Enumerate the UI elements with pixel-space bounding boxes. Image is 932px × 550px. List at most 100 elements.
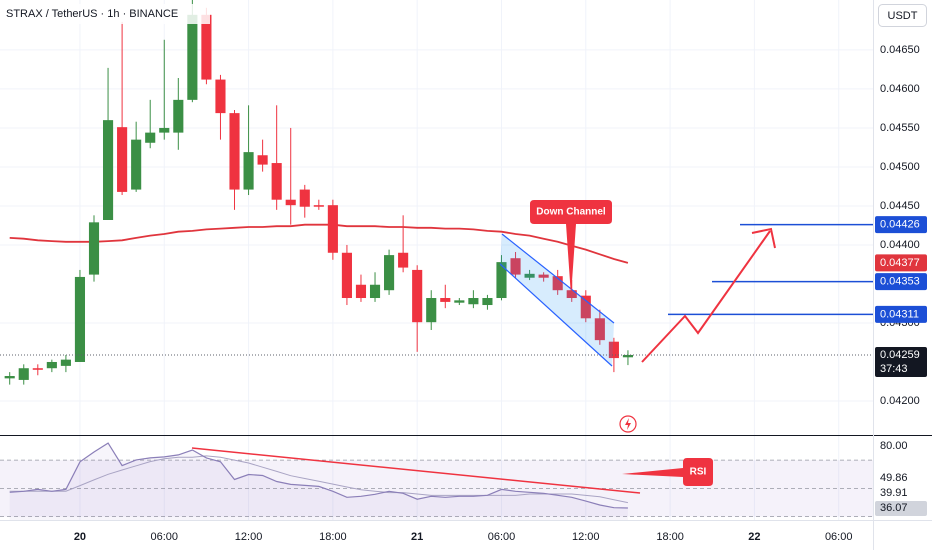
- callout-text: RSI: [690, 467, 707, 478]
- candle-body: [88, 222, 100, 275]
- candle-body: [482, 298, 493, 306]
- level-tag: 0.04311: [880, 308, 919, 320]
- currency-label: USDT: [888, 10, 918, 22]
- x-tick-label: 21: [411, 531, 423, 543]
- candle-body: [566, 290, 577, 299]
- projection-path: [641, 230, 771, 363]
- candle-body: [454, 300, 465, 303]
- x-tick-label: 20: [74, 531, 86, 543]
- candle-body: [496, 262, 507, 299]
- ma-layer: [9, 223, 629, 264]
- y-tick-label: 0.04450: [880, 200, 920, 212]
- chart-title: STRAX / TetherUS · 1h · BINANCE: [6, 8, 178, 20]
- x-tick-label: 06:00: [825, 531, 853, 543]
- y-tick-label: 0.04400: [880, 239, 920, 251]
- level-tag: 0.04353: [880, 276, 920, 288]
- last-price-box: [875, 346, 927, 377]
- callout-text: Down Channel: [536, 207, 606, 218]
- candle-body: [60, 359, 71, 366]
- candle-body: [384, 255, 395, 291]
- candle-body: [173, 99, 184, 133]
- candle-body: [285, 199, 296, 206]
- channel-lower: [499, 263, 613, 367]
- candle-body: [299, 189, 310, 207]
- candle-body: [18, 368, 29, 380]
- x-tick-label: 12:00: [572, 531, 600, 543]
- candle-body: [580, 295, 591, 319]
- level-tag: 0.04426: [880, 219, 920, 231]
- candle-body: [355, 284, 367, 299]
- level-tag-box: [875, 305, 927, 323]
- candle-body: [538, 274, 549, 278]
- levels-layer: [0, 223, 873, 356]
- x-tick-label: 06:00: [488, 531, 516, 543]
- candle-body: [622, 354, 634, 358]
- rsi-layer: [0, 442, 873, 520]
- candle-body: [398, 252, 409, 268]
- rsi-basis-tag-box: [875, 471, 927, 487]
- y-tick-label: 0.04600: [880, 83, 920, 95]
- rsi-ma-tag: 39.91: [880, 487, 908, 499]
- event-icon-bolt: [625, 418, 631, 430]
- candle-body: [4, 376, 15, 379]
- candle-body: [468, 298, 479, 305]
- rsi-area: [9, 443, 628, 520]
- level-tag-box: [875, 273, 927, 291]
- rsi-ma-line: [9, 455, 629, 504]
- y-tick-label: 0.04200: [880, 395, 920, 407]
- candle-body: [552, 276, 563, 291]
- x-tick-label: 06:00: [150, 531, 178, 543]
- axes-layer: 20 06:00 12:00 18:00 21 06:00 12:00 18:00 22 06:0…: [74, 44, 920, 543]
- candle-body: [229, 113, 240, 190]
- title-backdrop: [0, 4, 210, 24]
- candle-body: [440, 298, 451, 302]
- grid-layer: [0, 0, 873, 520]
- projection-arrowhead: [751, 227, 776, 249]
- candle-body: [145, 132, 156, 143]
- x-tick-label: 18:00: [656, 531, 684, 543]
- candle-body: [215, 79, 226, 114]
- candle-body: [46, 361, 57, 369]
- rsi-value-tag-box: [875, 501, 927, 517]
- ma-tag-box: [875, 254, 927, 272]
- candle-body: [341, 252, 352, 299]
- candle-body: [243, 152, 254, 190]
- rsi-line: [9, 442, 628, 509]
- candle-body: [131, 139, 142, 190]
- countdown: 37:43: [880, 363, 908, 375]
- ma-tag: 0.04377: [880, 257, 920, 269]
- candle-body: [187, 14, 198, 100]
- x-tick-label: 22: [748, 531, 760, 543]
- x-tick-label: 18:00: [319, 531, 347, 543]
- rsi-basis-tag: 49.86: [880, 472, 908, 484]
- candle-body: [608, 341, 619, 359]
- candle-body: [426, 298, 437, 323]
- candle-body: [32, 368, 43, 370]
- level-tag-box: [875, 216, 927, 234]
- candle-body: [510, 258, 521, 275]
- candle-body: [271, 163, 282, 200]
- candle-body: [327, 205, 338, 253]
- rsi-trendline: [191, 447, 641, 494]
- y-tick-label: 0.04550: [880, 122, 920, 134]
- rsi-ma-tag-box: [875, 486, 927, 502]
- moving-average: [9, 223, 629, 264]
- candle-body: [74, 276, 86, 362]
- candle-body: [117, 127, 128, 192]
- rsi-tick-label: 80.00: [880, 440, 908, 452]
- candles-layer: [4, 0, 634, 385]
- candle-body: [524, 273, 535, 278]
- x-tick-label: 12:00: [235, 531, 263, 543]
- y-tick-label: 0.04650: [880, 44, 920, 56]
- candle-body: [313, 205, 324, 207]
- candle-body: [201, 14, 212, 80]
- candle-body: [594, 318, 605, 341]
- candle-body: [412, 269, 423, 323]
- currency-button[interactable]: [878, 4, 927, 27]
- last-price-tag: 0.04259: [880, 349, 920, 361]
- callout-rsi: [622, 458, 713, 486]
- candle-body: [102, 120, 114, 220]
